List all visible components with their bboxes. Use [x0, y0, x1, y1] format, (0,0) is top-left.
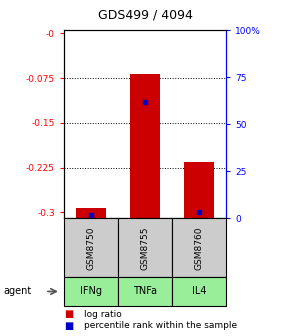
- Text: GSM8755: GSM8755: [140, 226, 150, 269]
- Bar: [172, 218, 226, 277]
- Bar: [184, 162, 214, 218]
- Text: GSM8760: GSM8760: [195, 226, 204, 269]
- Text: IFNg: IFNg: [80, 287, 102, 296]
- Bar: [64, 277, 118, 306]
- Text: ■: ■: [64, 309, 73, 319]
- Text: TNFa: TNFa: [133, 287, 157, 296]
- Text: GDS499 / 4094: GDS499 / 4094: [97, 8, 193, 22]
- Bar: [172, 277, 226, 306]
- Bar: [76, 208, 106, 218]
- Text: agent: agent: [3, 287, 31, 296]
- Bar: [130, 74, 160, 218]
- Text: GSM8750: GSM8750: [86, 226, 95, 269]
- Text: percentile rank within the sample: percentile rank within the sample: [84, 322, 237, 330]
- Bar: [64, 218, 118, 277]
- Text: ■: ■: [64, 321, 73, 331]
- Bar: [118, 277, 172, 306]
- Text: log ratio: log ratio: [84, 310, 122, 319]
- Bar: [118, 218, 172, 277]
- Text: IL4: IL4: [192, 287, 206, 296]
